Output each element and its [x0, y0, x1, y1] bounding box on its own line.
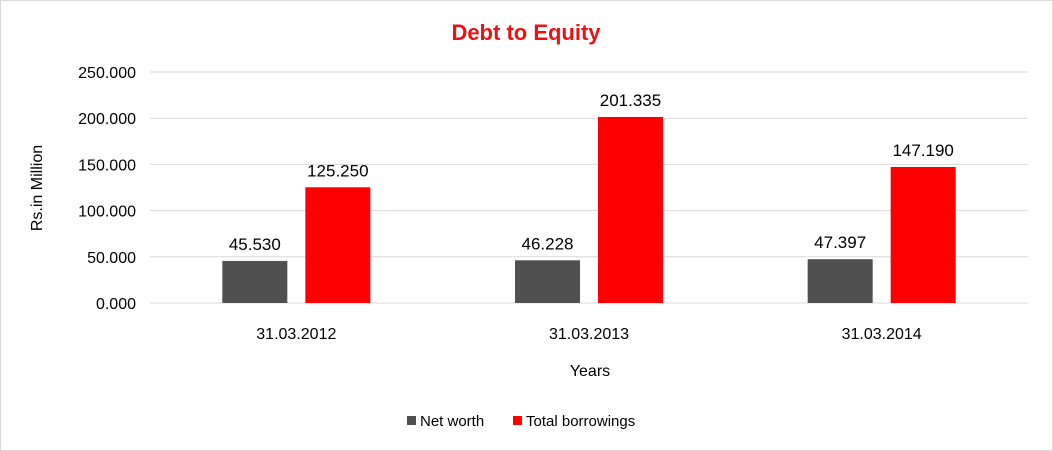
x-tick-label: 31.03.2014	[842, 326, 922, 343]
y-axis-title: Rs.in Million	[29, 145, 46, 231]
data-labels: 45.530 125.250 46.228 201.335 47.397 147.190	[229, 91, 954, 254]
x-axis-title: Years	[570, 363, 610, 380]
data-label: 45.530	[229, 235, 281, 254]
data-label: 201.335	[600, 91, 661, 110]
data-label: 46.228	[522, 234, 574, 253]
y-tick-label: 200.000	[78, 111, 136, 128]
x-tick-label: 31.03.2012	[256, 326, 336, 343]
y-tick-label: 50.000	[87, 250, 136, 267]
legend-swatch	[513, 416, 522, 425]
x-tick-label: 31.03.2013	[549, 326, 629, 343]
data-label: 147.190	[892, 141, 953, 160]
y-axis-ticks: 0.000 50.000 100.000 150.000 200.000 250.000	[78, 65, 136, 313]
chart-title: Debt to Equity	[451, 20, 601, 45]
bar-total-borrowings	[890, 166, 956, 303]
legend-label: Net worth	[420, 413, 484, 430]
legend-label: Total borrowings	[526, 413, 635, 430]
bar-net-worth	[807, 259, 873, 303]
x-axis-ticks: 31.03.2012 31.03.2013 31.03.2014	[256, 326, 922, 343]
data-label: 47.397	[814, 233, 866, 252]
data-label: 125.250	[307, 161, 368, 180]
legend: Net worth Total borrowings	[407, 413, 635, 430]
legend-swatch	[407, 416, 416, 425]
y-tick-label: 100.000	[78, 204, 136, 221]
bar-total-borrowings	[305, 187, 371, 303]
gridlines	[150, 71, 1028, 304]
y-tick-label: 150.000	[78, 157, 136, 174]
y-tick-label: 0.000	[96, 296, 136, 313]
bar-total-borrowings	[598, 116, 663, 303]
bar-net-worth	[515, 260, 580, 303]
y-tick-label: 250.000	[78, 65, 136, 82]
bar-net-worth	[222, 260, 288, 303]
bars	[222, 116, 956, 303]
